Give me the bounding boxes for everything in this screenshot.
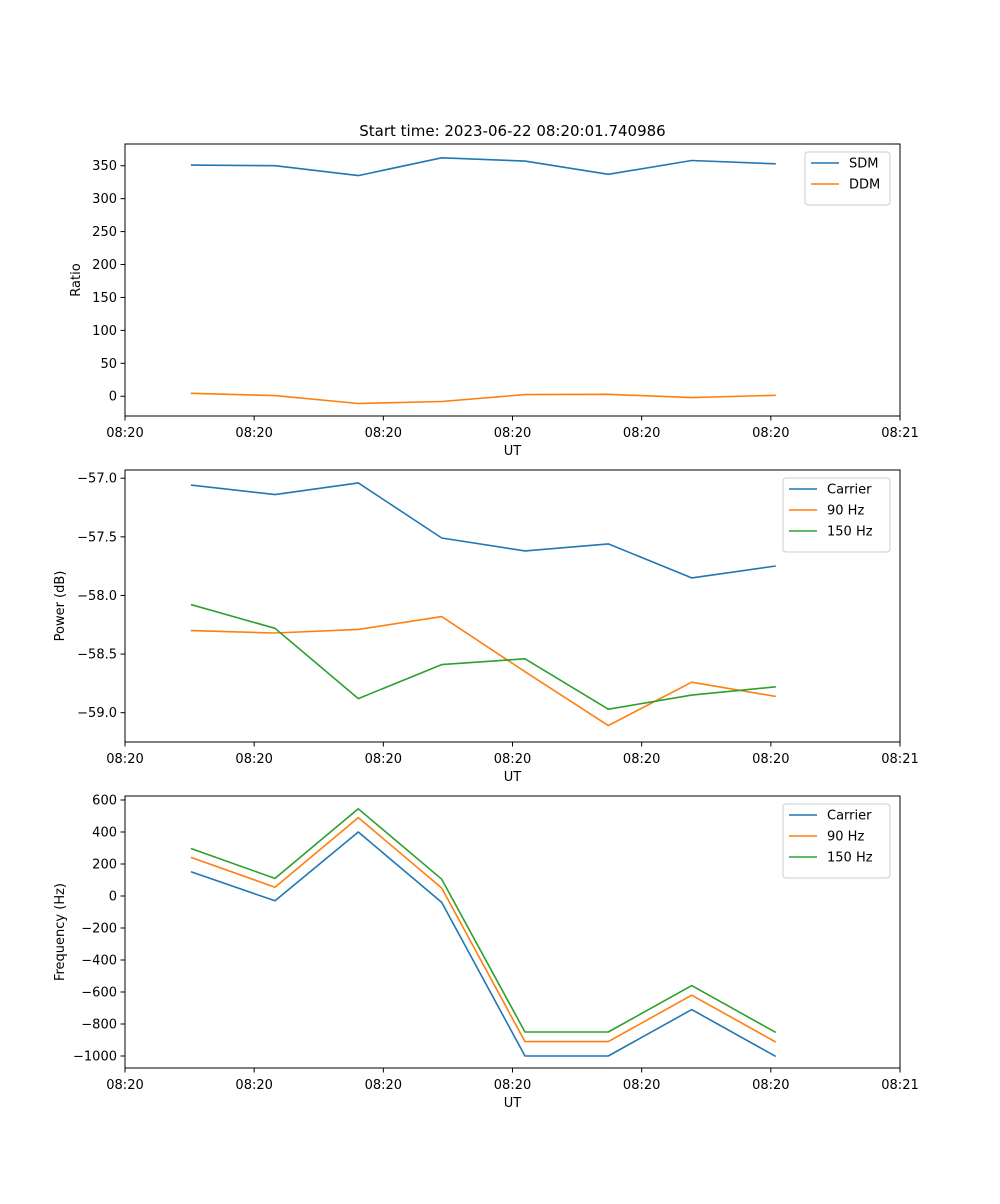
x-tick-label-1-0: 08:20: [106, 426, 143, 441]
series-line-2-carrier: [190, 482, 776, 579]
x-tick-label-3-3: 08:20: [494, 1078, 531, 1093]
series-line-2-90-hz: [190, 615, 776, 727]
series-line-2-150-hz: [190, 603, 776, 711]
y-tick-label-3-1: −800: [81, 1018, 117, 1033]
legend-label-3-150-hz: 150 Hz: [827, 851, 873, 866]
series-line-3-carrier: [190, 831, 777, 1058]
x-tick-label-2-4: 08:20: [623, 752, 660, 767]
y-axis-label-1: Ratio: [69, 263, 84, 296]
x-tick-label-1-5: 08:20: [752, 426, 789, 441]
y-tick-label-1-5: 250: [92, 225, 117, 240]
legend-1: SDM DDM: [804, 151, 891, 206]
x-tick-label-2-6: 08:21: [881, 752, 918, 767]
y-tick-label-1-3: 150: [92, 291, 117, 306]
series-line-3-150-hz: [190, 807, 777, 1034]
y-tick-label-3-7: 400: [92, 826, 117, 841]
plot-frame-3: [124, 795, 901, 1069]
x-tick-label-2-0: 08:20: [106, 752, 143, 767]
x-tick-label-3-0: 08:20: [106, 1078, 143, 1093]
plot-frame-1: [124, 143, 901, 417]
y-tick-label-1-2: 100: [92, 324, 117, 339]
legend-label-2-150-hz: 150 Hz: [827, 525, 873, 540]
y-tick-label-3-2: −600: [81, 986, 117, 1001]
series-line-3-90-hz: [190, 816, 777, 1043]
legend-label-3-90-hz: 90 Hz: [827, 830, 864, 845]
figure-title: Start time: 2023-06-22 08:20:01.740986: [359, 122, 665, 140]
y-tick-label-3-0: −1000: [73, 1050, 117, 1065]
y-tick-label-1-4: 200: [92, 258, 117, 273]
y-tick-label-1-7: 350: [92, 159, 117, 174]
y-tick-label-2-4: −57.0: [77, 472, 117, 487]
y-tick-label-1-6: 300: [92, 192, 117, 207]
x-tick-label-3-5: 08:20: [752, 1078, 789, 1093]
y-tick-label-2-3: −57.5: [77, 530, 117, 545]
y-tick-label-3-5: 0: [109, 890, 117, 905]
x-tick-label-1-4: 08:20: [623, 426, 660, 441]
x-tick-label-2-5: 08:20: [752, 752, 789, 767]
x-tick-label-3-2: 08:20: [365, 1078, 402, 1093]
legend-label-1-ddm: DDM: [849, 178, 880, 193]
x-tick-label-2-3: 08:20: [494, 752, 531, 767]
x-tick-label-1-2: 08:20: [365, 426, 402, 441]
y-tick-label-2-1: −58.5: [77, 648, 117, 663]
plot-frame-2: [124, 469, 901, 743]
legend-3: Carrier 90 Hz 150 Hz: [782, 803, 891, 879]
series-line-1-ddm: [190, 392, 776, 405]
x-tick-label-3-1: 08:20: [235, 1078, 272, 1093]
x-tick-label-1-1: 08:20: [235, 426, 272, 441]
legend-label-2-90-hz: 90 Hz: [827, 504, 864, 519]
x-axis-label-1: UT: [504, 444, 522, 459]
y-axis-label-3: Frequency (Hz): [53, 883, 68, 981]
x-axis-label-3: UT: [504, 1096, 522, 1111]
subplot-1: 08:20 08:20 08:20 08:20 08:20 08:20 08:21 0 50 10…: [69, 143, 919, 459]
y-tick-label-3-8: 600: [92, 794, 117, 809]
legend-2: Carrier 90 Hz 150 Hz: [782, 477, 891, 553]
series-line-1-sdm: [190, 157, 776, 177]
legend-label-2-carrier: Carrier: [827, 483, 872, 498]
subplots: 08:20 08:20 08:20 08:20 08:20 08:20 08:21 0 50 10…: [53, 143, 919, 1112]
subplot-2: 08:20 08:20 08:20 08:20 08:20 08:20 08:21 −59.0…: [53, 469, 919, 785]
legend-box-2: [782, 477, 891, 553]
x-tick-label-1-3: 08:20: [494, 426, 531, 441]
y-tick-label-3-4: −200: [81, 922, 117, 937]
x-tick-label-1-6: 08:21: [881, 426, 918, 441]
legend-label-3-carrier: Carrier: [827, 809, 872, 824]
subplot-3: 08:20 08:20 08:20 08:20 08:20 08:20 08:21 −1000…: [53, 794, 919, 1112]
y-axis-label-2: Power (dB): [53, 571, 68, 642]
legend-label-1-sdm: SDM: [849, 157, 878, 172]
y-tick-label-1-0: 0: [109, 390, 117, 405]
x-tick-label-2-1: 08:20: [235, 752, 272, 767]
legend-box-1: [804, 151, 891, 206]
y-tick-label-2-2: −58.0: [77, 589, 117, 604]
y-tick-label-3-6: 200: [92, 858, 117, 873]
y-tick-label-3-3: −400: [81, 954, 117, 969]
y-tick-label-2-0: −59.0: [77, 706, 117, 721]
y-tick-label-1-1: 50: [100, 357, 117, 372]
x-tick-label-2-2: 08:20: [365, 752, 402, 767]
x-tick-label-3-6: 08:21: [881, 1078, 918, 1093]
x-axis-label-2: UT: [504, 770, 522, 785]
legend-box-3: [782, 803, 891, 879]
x-tick-label-3-4: 08:20: [623, 1078, 660, 1093]
